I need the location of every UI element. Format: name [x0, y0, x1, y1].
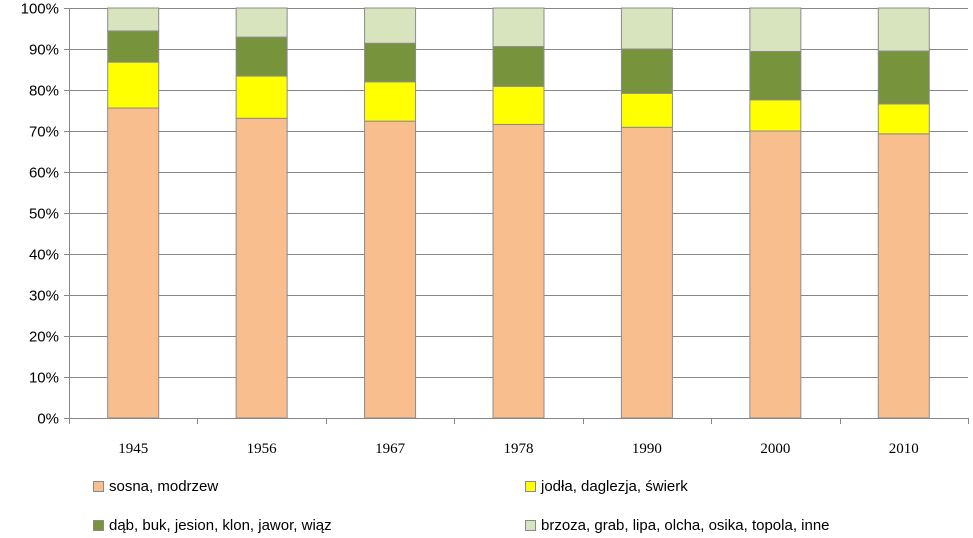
x-tick-label: 2010: [889, 441, 919, 457]
bar-segment: [364, 42, 417, 83]
bar-segment: [492, 123, 545, 419]
bar-segment: [620, 7, 673, 50]
bar-segment: [235, 36, 288, 77]
bar-segment: [492, 46, 545, 87]
bar-segment: [235, 117, 288, 419]
x-tick-label: 1945: [118, 441, 148, 457]
bar-segment: [107, 61, 160, 109]
x-tick-label: 1990: [632, 441, 662, 457]
bar-segment: [235, 75, 288, 119]
y-tick-label: 0%: [37, 411, 59, 428]
bar-segment: [364, 7, 417, 44]
bar-segment: [877, 133, 930, 419]
bar-segment: [620, 126, 673, 419]
y-tick-label: 60%: [29, 165, 59, 182]
x-tick-label: 2000: [760, 441, 790, 457]
tick-labels: 0% 10% 20% 30% 40% 50% 60% 70% 80% 90% 100% 1945 195…: [21, 1, 919, 458]
bar-segment: [364, 81, 417, 122]
bar-segment: [235, 7, 288, 38]
y-tick-label: 10%: [29, 370, 59, 387]
y-tick-label: 70%: [29, 124, 59, 141]
bar-segment: [749, 50, 802, 101]
x-tick-label: 1978: [504, 441, 534, 457]
y-tick-label: 40%: [29, 247, 59, 264]
bar-segment: [620, 48, 673, 94]
bar-segment: [749, 7, 802, 52]
x-tick-label: 1956: [247, 441, 278, 457]
bar-segment: [492, 7, 545, 48]
bar-segment: [877, 50, 930, 105]
bar-segment: [107, 107, 160, 419]
bar-segment: [749, 130, 802, 419]
y-tick-label: 50%: [29, 206, 59, 223]
axes: [64, 8, 969, 424]
y-tick-label: 20%: [29, 329, 59, 346]
x-tick-label: 1967: [375, 441, 406, 457]
y-tick-label: 30%: [29, 288, 59, 305]
bar-segment: [620, 92, 673, 128]
bar-segment: [877, 7, 930, 52]
bar-segment: [107, 30, 160, 63]
y-tick-label: 80%: [29, 83, 59, 100]
y-tick-label: 90%: [29, 42, 59, 59]
bar-segment: [107, 7, 160, 32]
bar-segment: [364, 120, 417, 419]
bar-segment: [749, 99, 802, 132]
bar-segment: [877, 103, 930, 135]
y-tick-label: 100%: [21, 1, 59, 18]
bars: [107, 7, 930, 419]
bar-segment: [492, 85, 545, 125]
